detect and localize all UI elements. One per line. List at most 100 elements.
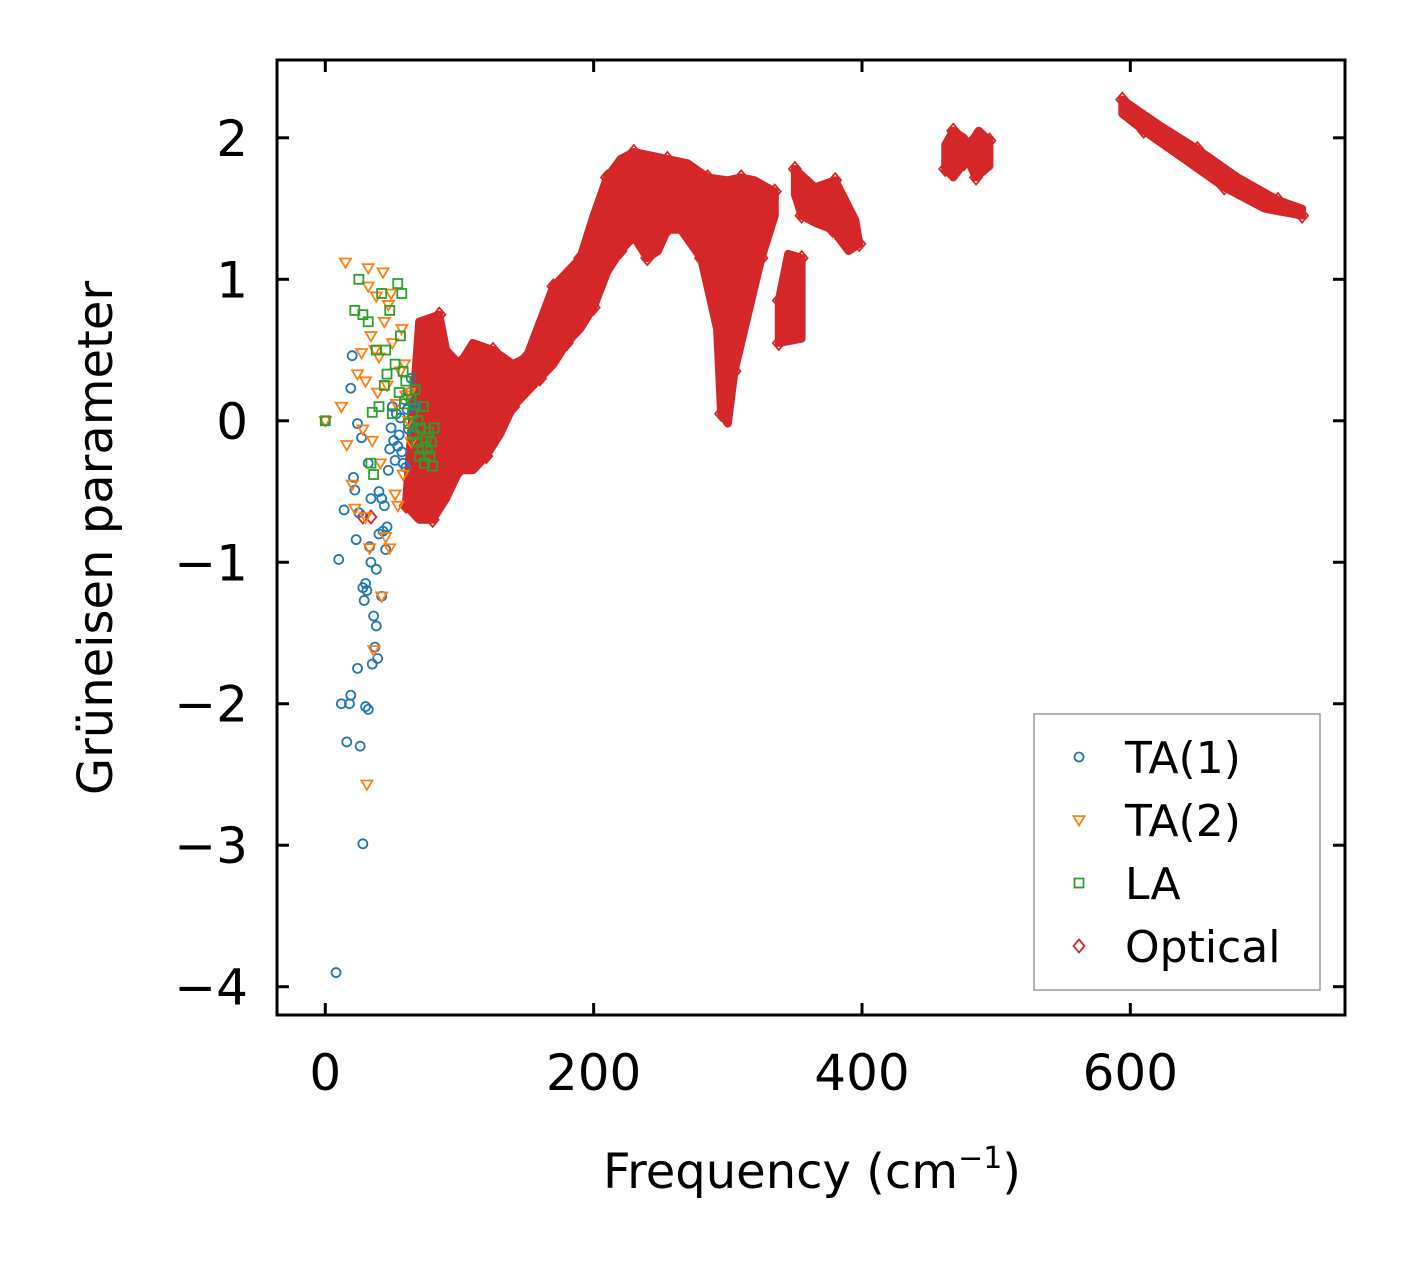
la-point xyxy=(393,387,405,398)
ta-2--point xyxy=(361,281,376,294)
ta-1--point xyxy=(362,704,374,715)
ta-1--point xyxy=(345,382,357,394)
ta-1--point xyxy=(348,471,359,483)
optical-point xyxy=(452,355,467,373)
ta-1--point xyxy=(360,701,371,712)
optical-point xyxy=(827,171,843,189)
plot-frame xyxy=(275,58,1347,1017)
optical-point xyxy=(660,221,675,239)
la-point xyxy=(378,380,390,391)
ta-2--point xyxy=(365,435,380,448)
optical-point xyxy=(559,334,574,352)
legend-label: TA(2) xyxy=(1124,796,1241,847)
ta-2--point xyxy=(345,479,360,492)
optical-point xyxy=(546,277,561,295)
optical-point xyxy=(771,334,786,352)
optical-point xyxy=(586,299,601,316)
series-ta-1- xyxy=(319,350,422,978)
ta-2--point xyxy=(338,257,353,270)
ta-1--point xyxy=(336,698,347,710)
legend-label: TA(1) xyxy=(1124,733,1241,784)
legend-label: LA xyxy=(1125,859,1181,910)
ta-1--point xyxy=(360,578,371,589)
optical-point-cluster xyxy=(1118,95,1307,220)
y-axis-label: Grüneisen parameter xyxy=(68,281,124,796)
optical-point xyxy=(1115,91,1130,108)
ta-1--point xyxy=(400,462,412,473)
ta-1--point xyxy=(346,350,358,362)
optical-point xyxy=(852,235,867,253)
ta-1--point xyxy=(376,493,388,504)
x-tick-label: 600 xyxy=(1083,1044,1178,1102)
optical-point xyxy=(754,249,769,267)
ta-1--point xyxy=(362,457,374,469)
optical-point xyxy=(364,509,378,525)
ta-1--point xyxy=(366,658,378,670)
x-tick-label: 200 xyxy=(546,1044,641,1102)
la-point xyxy=(400,375,412,387)
optical-point xyxy=(452,461,467,479)
plot-area xyxy=(318,91,1310,978)
ta-1--point xyxy=(338,504,350,516)
ta-2--point xyxy=(373,458,388,471)
series-ta-2- xyxy=(318,257,419,792)
ta-2--point xyxy=(378,532,393,545)
x-axis-label: Frequency (cm−1) xyxy=(603,1141,1021,1200)
x-axis-label-close: ) xyxy=(1002,1144,1021,1200)
x-axis-ticks: 0 200 400 600 xyxy=(309,60,1178,1102)
ta-1--point xyxy=(381,521,393,533)
ta-1--point xyxy=(330,967,342,978)
y-tick-label: −4 xyxy=(174,959,248,1017)
optical-point xyxy=(613,242,628,260)
optical-point xyxy=(1190,140,1205,158)
ta-2--point xyxy=(396,469,411,482)
ta-2--point xyxy=(334,401,349,414)
optical-point xyxy=(505,398,521,416)
optical-point-cluster xyxy=(941,126,968,182)
la-point xyxy=(381,368,393,380)
ta-1--point xyxy=(361,585,373,596)
ta-2--point xyxy=(394,324,409,337)
la-point xyxy=(409,384,421,396)
optical-point-cluster xyxy=(401,148,779,524)
la-point xyxy=(395,330,406,342)
y-tick-label: −2 xyxy=(174,676,248,734)
y-tick-label: 2 xyxy=(216,110,248,168)
optical-point xyxy=(1217,178,1232,196)
y-tick-label: 1 xyxy=(216,251,248,309)
optical-point xyxy=(946,122,961,140)
ta-1--point xyxy=(352,418,363,430)
ta-2--point xyxy=(358,512,373,525)
optical-point xyxy=(425,511,440,529)
optical-point xyxy=(599,169,615,186)
ta-1--point xyxy=(370,620,382,632)
la-point xyxy=(362,316,374,328)
optical-point xyxy=(727,362,742,380)
optical-point xyxy=(640,249,655,267)
series-la xyxy=(319,273,440,480)
ta-2--point xyxy=(370,387,385,400)
x-axis-label-superscript: −1 xyxy=(958,1141,1002,1176)
ta-2--point xyxy=(363,331,378,344)
la-point xyxy=(412,415,424,427)
ta-1--point xyxy=(352,662,363,674)
ta-1--point xyxy=(368,610,380,622)
optical-point xyxy=(519,348,534,366)
la-point xyxy=(376,288,388,299)
ta-2--point xyxy=(339,440,354,453)
optical-point-cluster xyxy=(790,164,864,255)
ta-1--point xyxy=(356,432,367,444)
ta-1--point xyxy=(372,653,384,664)
legend-marker-ta-1- xyxy=(1073,751,1085,763)
legend: TA(1) TA(2) LA Optical xyxy=(1033,713,1321,991)
optical-point xyxy=(573,249,588,267)
ta-1--point xyxy=(378,500,390,512)
legend-marker-optical xyxy=(1072,938,1086,954)
ta-2--point xyxy=(358,376,373,389)
ta-1--point xyxy=(341,736,353,748)
optical-point xyxy=(660,150,675,168)
ta-2--point xyxy=(355,424,370,437)
ta-2--point xyxy=(350,369,365,382)
ta-2--point xyxy=(374,591,389,604)
ta-1--point xyxy=(354,740,366,752)
